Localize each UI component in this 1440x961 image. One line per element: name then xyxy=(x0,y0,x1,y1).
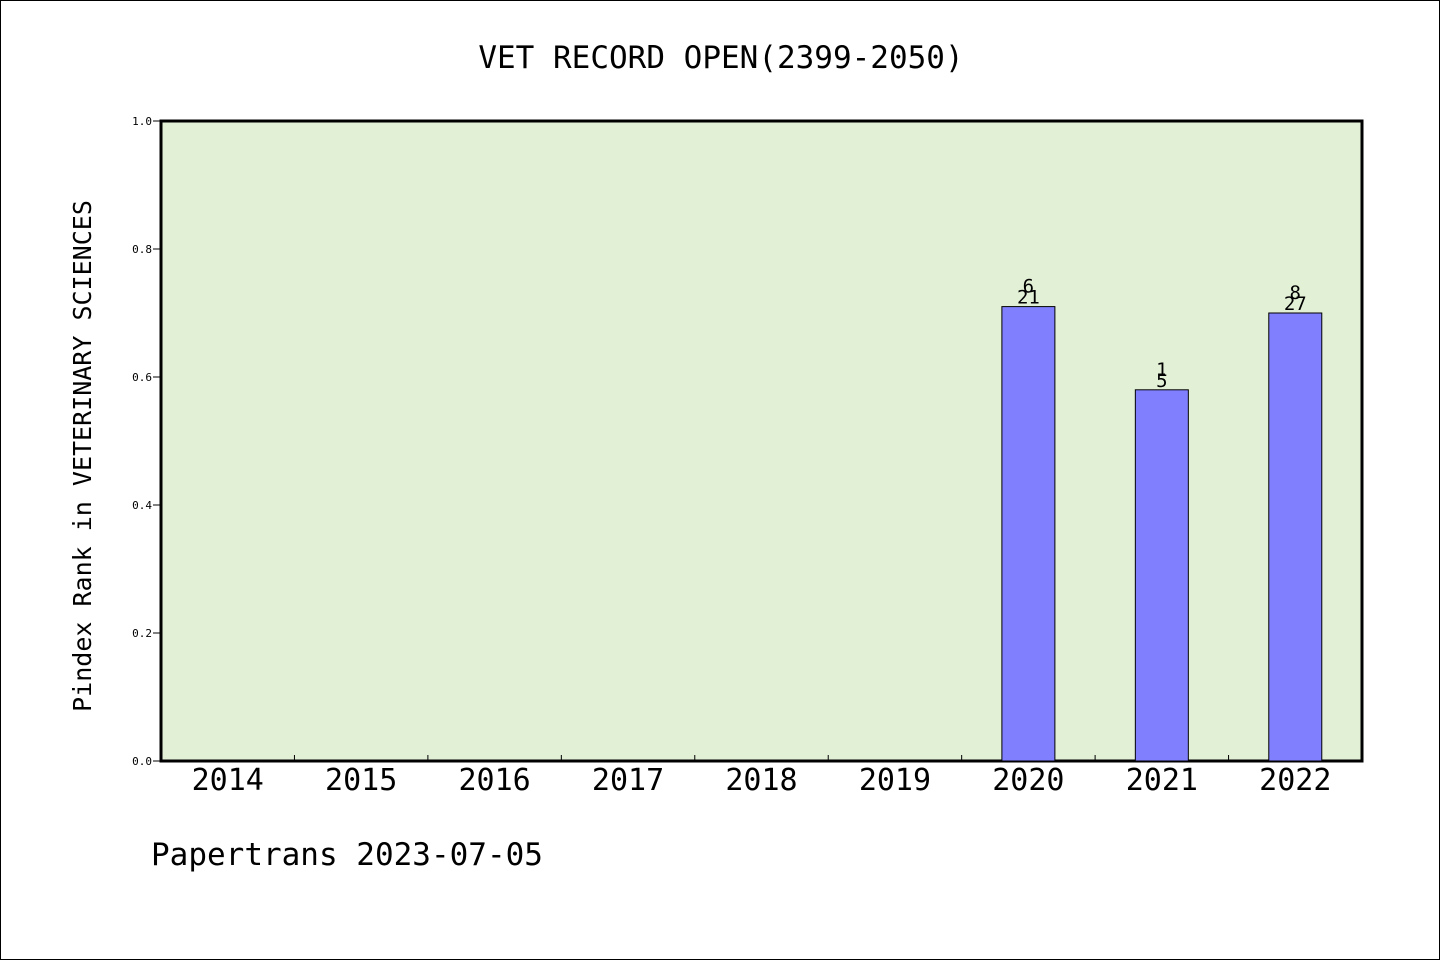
y-tick-label: 1.0 xyxy=(132,115,152,128)
bar-label-total: 27 xyxy=(1284,293,1307,315)
y-axis: 0.0 0.2 0.4 0.6 0.8 1.0 xyxy=(132,115,161,768)
y-tick-label: 0.6 xyxy=(132,371,152,384)
y-tick-label: 0.2 xyxy=(132,627,152,640)
y-tick-label: 0.0 xyxy=(132,755,152,768)
x-axis: 2014 2015 2016 2017 2018 2019 2020 2021 2022 xyxy=(192,755,1331,798)
y-tick-label: 0.4 xyxy=(132,499,152,512)
x-tick-label: 2015 xyxy=(325,763,397,798)
bar-2020 xyxy=(1001,306,1056,762)
x-tick-label: 2017 xyxy=(592,763,664,798)
bar-series xyxy=(1001,306,1323,762)
bar-2021 xyxy=(1134,389,1189,762)
chart-title: VET RECORD OPEN(2399-2050) xyxy=(478,40,963,76)
x-tick-label: 2021 xyxy=(1126,763,1198,798)
y-axis-label: Pindex Rank in VETERINARY SCIENCES xyxy=(68,200,97,712)
x-tick-label: 2022 xyxy=(1259,763,1331,798)
bar-label-group: 621 15 827 xyxy=(1017,276,1307,392)
bar-label-total: 5 xyxy=(1156,370,1167,392)
x-tick-label: 2019 xyxy=(859,763,931,798)
bar-label-rank: 8 xyxy=(1290,282,1301,304)
x-tick-label: 2014 xyxy=(192,763,264,798)
bar-label-rank: 1 xyxy=(1156,359,1167,381)
x-tick-label: 2018 xyxy=(725,763,797,798)
footer-credit: Papertrans 2023-07-05 xyxy=(151,837,543,873)
x-tick-label: 2016 xyxy=(458,763,530,798)
x-tick-label: 2020 xyxy=(992,763,1064,798)
bar-2022 xyxy=(1268,312,1323,762)
y-tick-label: 0.8 xyxy=(132,243,152,256)
bar-label-rank: 6 xyxy=(1023,276,1034,298)
bar-label-total: 21 xyxy=(1017,287,1040,309)
